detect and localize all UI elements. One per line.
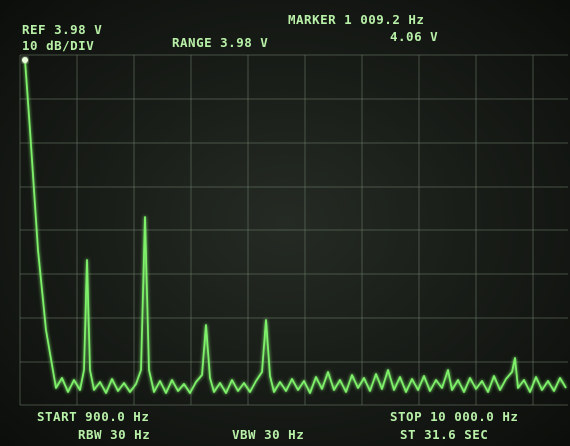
marker-level: 4.06 V [390, 29, 438, 44]
analyzer-screen: REF 3.98 V 10 dB/DIV RANGE 3.98 V MARKER… [0, 0, 570, 446]
reference-level: REF 3.98 V [22, 22, 102, 37]
page: {"readouts": { "reference": "REF 3.98 V"… [0, 0, 570, 446]
video-bandwidth: VBW 30 Hz [232, 427, 304, 442]
scale-per-division: 10 dB/DIV [22, 38, 94, 53]
screen-background [0, 0, 570, 446]
start-frequency: START 900.0 Hz [37, 409, 149, 424]
marker-frequency: MARKER 1 009.2 Hz [288, 12, 424, 27]
stop-frequency: STOP 10 000.0 Hz [390, 409, 518, 424]
marker-dot [22, 57, 28, 63]
sweep-time: ST 31.6 SEC [400, 427, 488, 442]
resolution-bandwidth: RBW 30 Hz [78, 427, 150, 442]
range: RANGE 3.98 V [172, 35, 268, 50]
